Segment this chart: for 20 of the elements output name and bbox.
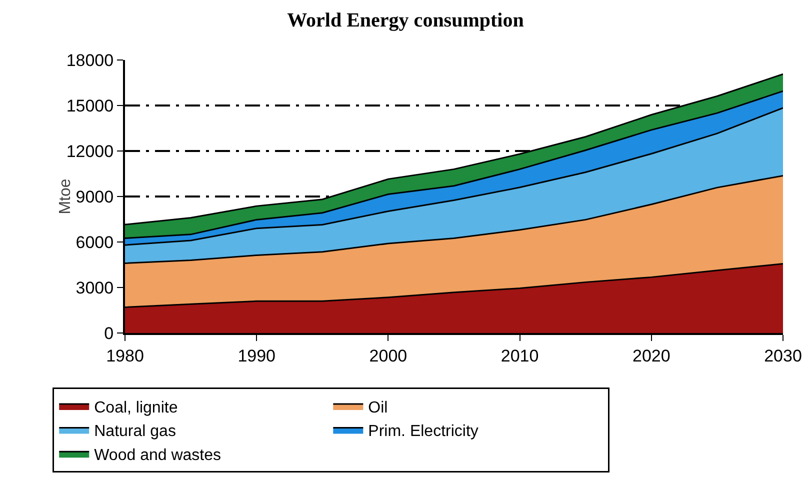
y-axis-title: Mtoe xyxy=(56,178,74,214)
x-tick-label: 1990 xyxy=(238,346,276,366)
legend-label: Natural gas xyxy=(94,423,176,440)
legend-label: Oil xyxy=(368,399,388,416)
legend-label: Wood and wastes xyxy=(94,446,222,464)
y-tick-label: 3000 xyxy=(76,278,114,298)
legend-label: Prim. Electricity xyxy=(368,423,478,440)
x-tick-label: 2030 xyxy=(764,346,802,366)
x-tick-label: 2010 xyxy=(500,346,539,366)
x-tick-label: 2020 xyxy=(632,346,670,366)
y-tick-label: 6000 xyxy=(76,232,114,252)
x-tick-label: 2000 xyxy=(369,346,408,366)
chart-title: World Energy consumption xyxy=(287,9,524,32)
x-tick-label: 1980 xyxy=(106,346,144,366)
y-tick-label: 0 xyxy=(104,324,114,343)
y-tick-label: 12000 xyxy=(66,142,114,161)
legend-label: Coal, lignite xyxy=(94,399,178,416)
y-tick-label: 9000 xyxy=(76,187,114,206)
y-tick-label: 15000 xyxy=(66,96,114,116)
y-tick-label: 18000 xyxy=(66,50,114,70)
